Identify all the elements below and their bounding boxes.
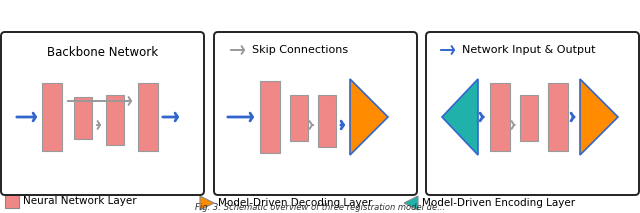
FancyBboxPatch shape	[214, 32, 417, 195]
Bar	[5, 194, 19, 208]
Polygon shape	[200, 196, 214, 210]
Polygon shape	[350, 79, 388, 155]
Bar	[42, 83, 62, 151]
FancyBboxPatch shape	[1, 32, 204, 195]
Text: Network Input & Output: Network Input & Output	[462, 45, 595, 55]
Text: Model-Driven Decoding Layer: Model-Driven Decoding Layer	[218, 198, 372, 208]
Bar	[318, 95, 336, 147]
Text: Fig. 3: Schematic overview of three registration model de...: Fig. 3: Schematic overview of three regi…	[195, 203, 445, 212]
Text: Backbone Network: Backbone Network	[47, 46, 158, 59]
Text: Skip Connections: Skip Connections	[252, 45, 348, 55]
Bar	[490, 83, 510, 151]
Bar	[290, 95, 308, 141]
Bar	[548, 83, 568, 151]
Polygon shape	[580, 79, 618, 155]
Bar	[520, 95, 538, 141]
Bar	[106, 95, 124, 145]
Bar	[74, 97, 92, 139]
Polygon shape	[442, 79, 478, 155]
FancyBboxPatch shape	[426, 32, 639, 195]
Polygon shape	[404, 196, 418, 210]
Text: Neural Network Layer: Neural Network Layer	[23, 196, 136, 206]
Text: Model-Driven Encoding Layer: Model-Driven Encoding Layer	[422, 198, 575, 208]
Bar	[138, 83, 158, 151]
Bar	[260, 81, 280, 153]
